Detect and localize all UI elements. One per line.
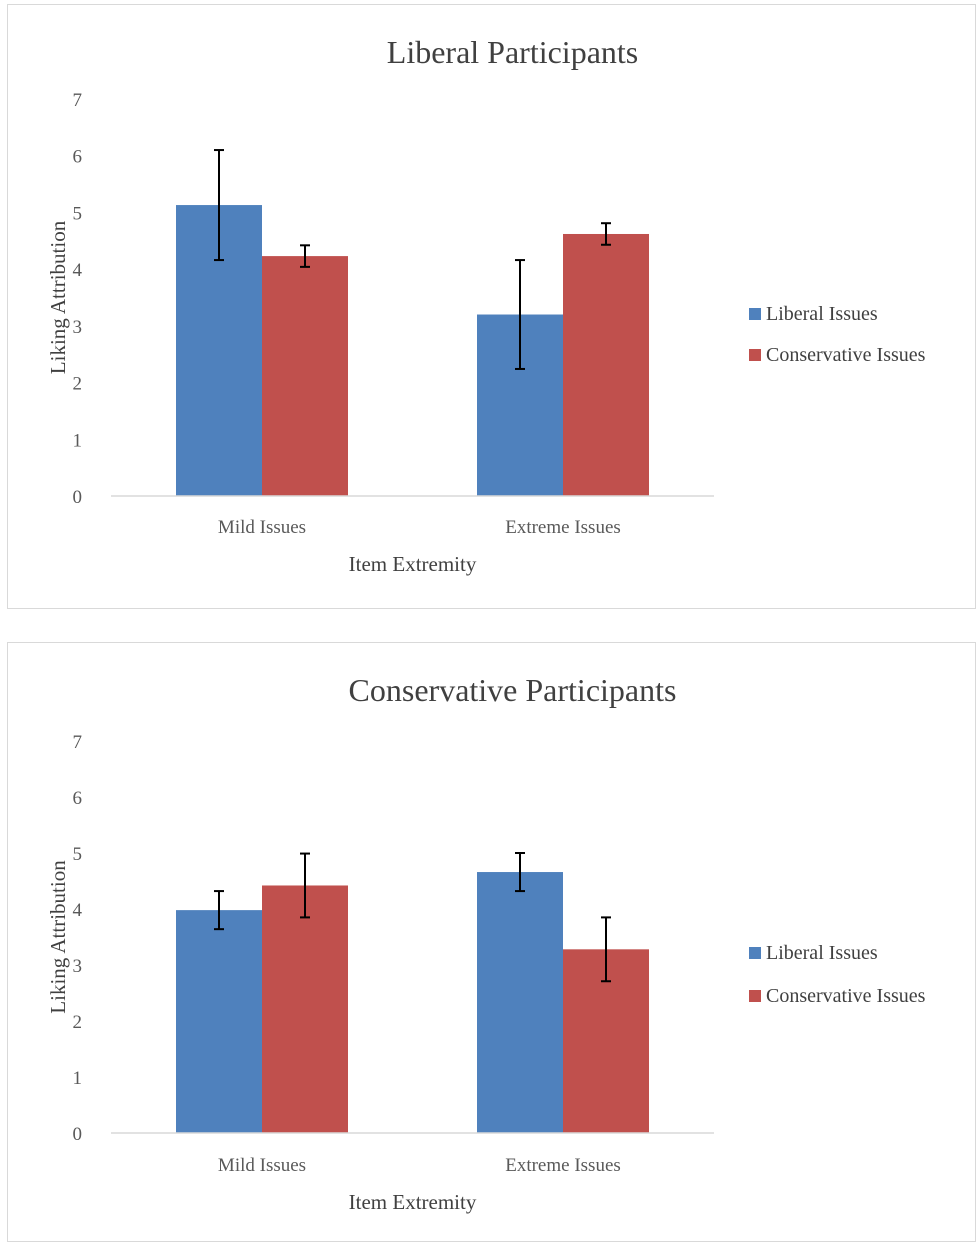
bar-conservative-issues-extreme-issues (563, 233, 649, 497)
y-tick-label: 1 (73, 1068, 83, 1089)
legend-swatch-liberal-issues (749, 947, 761, 959)
error-bar (515, 259, 525, 370)
x-tick-label: Mild Issues (218, 1155, 306, 1176)
bar-liberal-issues-mild-issues (176, 910, 262, 1133)
chart-title: Liberal Participants (387, 34, 638, 70)
x-axis-title: Item Extremity (349, 552, 477, 576)
y-tick-label: 6 (73, 147, 83, 168)
y-tick-label: 2 (73, 1012, 83, 1033)
error-bar (214, 890, 224, 931)
error-bar (601, 222, 611, 246)
error-bar (601, 916, 611, 983)
x-tick-label: Extreme Issues (505, 1155, 621, 1176)
x-tick-label: Mild Issues (218, 517, 306, 538)
y-tick-label: 7 (73, 732, 83, 753)
bar-liberal-issues-extreme-issues (477, 872, 563, 1133)
legend-label-conservative-issues: Conservative Issues (766, 344, 926, 366)
error-bar (300, 244, 310, 268)
y-tick-label: 1 (73, 430, 83, 451)
chart-panel-liberal: Liberal Participants 0 1 2 3 4 5 6 7 Liking Attri… (7, 4, 976, 609)
y-tick-label: 0 (73, 1124, 83, 1145)
chart-panel-conservative: Conservative Participants 0 1 2 3 4 5 6 7 Liking … (7, 642, 976, 1242)
legend-swatch-conservative-issues (749, 990, 761, 1002)
y-tick-label: 7 (73, 90, 83, 111)
legend-label-liberal-issues: Liberal Issues (766, 942, 878, 964)
y-tick-label: 3 (73, 317, 83, 338)
chart-svg-conservative: Conservative Participants 0 1 2 3 4 5 6 7 Liking … (46, 672, 926, 1214)
chart-svg-liberal: Liberal Participants 0 1 2 3 4 5 6 7 Liking Attri… (46, 34, 926, 576)
error-bar (515, 852, 525, 893)
legend-label-conservative-issues: Conservative Issues (766, 985, 926, 1007)
y-tick-label: 6 (73, 788, 83, 809)
y-tick-label: 4 (73, 900, 83, 921)
x-axis-title: Item Extremity (349, 1190, 477, 1214)
legend-swatch-liberal-issues (749, 308, 761, 320)
legend-swatch-conservative-issues (749, 349, 761, 361)
legend-label-liberal-issues: Liberal Issues (766, 303, 878, 325)
y-tick-label: 2 (73, 374, 83, 395)
y-axis-title: Liking Attribution (46, 220, 70, 374)
bar-conservative-issues-mild-issues (262, 885, 348, 1133)
y-tick-label: 5 (73, 844, 83, 865)
y-axis-title: Liking Attribution (46, 860, 70, 1014)
error-bar (300, 852, 310, 919)
chart-title: Conservative Participants (349, 672, 677, 708)
y-tick-label: 4 (73, 260, 83, 281)
x-tick-label: Extreme Issues (505, 517, 621, 538)
y-tick-label: 3 (73, 956, 83, 977)
bar-conservative-issues-mild-issues (262, 256, 348, 496)
y-tick-label: 0 (73, 487, 83, 508)
error-bar (214, 149, 224, 262)
y-tick-label: 5 (73, 203, 83, 224)
